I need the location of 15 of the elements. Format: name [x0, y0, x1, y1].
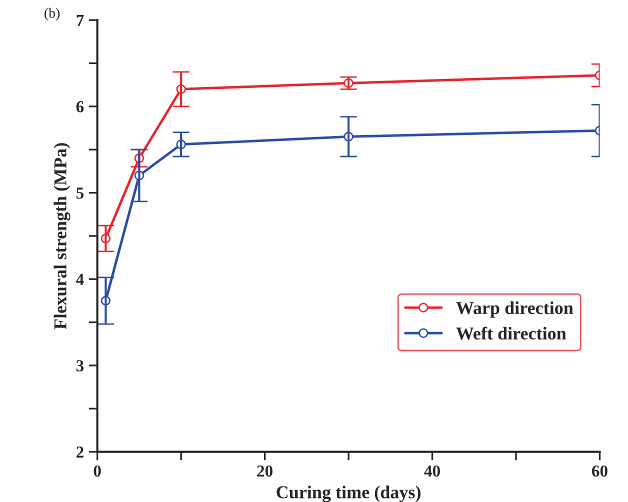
y-tick-label: 2: [76, 446, 84, 458]
x-tick-label: 60: [592, 465, 608, 477]
y-tick-label: 6: [76, 101, 84, 112]
y-tick-label: 4: [76, 274, 84, 285]
text: (b): [44, 8, 60, 21]
x-tick-label: 0: [94, 465, 101, 477]
y-tick-label: 5: [76, 188, 84, 199]
x-axis-title: Curing time (days): [276, 486, 420, 502]
y-tick-label: 7: [76, 14, 84, 26]
x-tick-label: 20: [257, 465, 273, 477]
legend-label: Weft direction: [456, 326, 566, 340]
y-axis-title: Flexural strength (MPa): [54, 143, 70, 330]
y-tick-label: 3: [76, 360, 84, 372]
legend-label: Warp direction: [456, 301, 574, 318]
x-tick-label: 40: [424, 465, 440, 477]
